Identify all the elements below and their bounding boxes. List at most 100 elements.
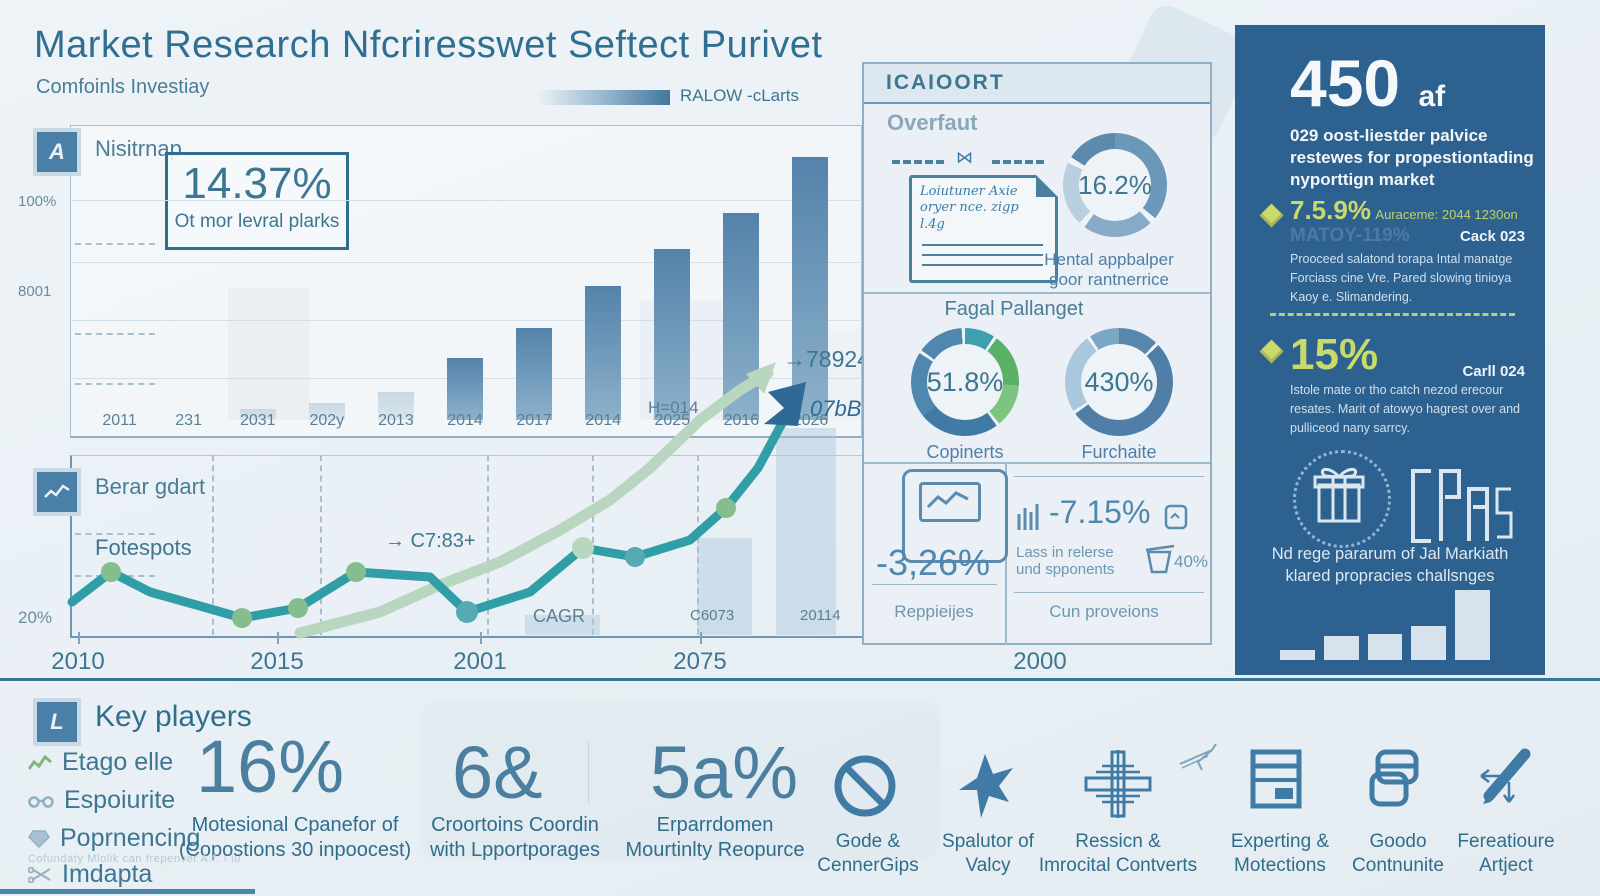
doc-line: l.4g [920,216,945,232]
stat-caption: Croortoins Coordin with Lpportporages [395,813,635,863]
bullet1-note: Auraceme: 2044 1230on [1375,207,1518,222]
document-rule [922,254,1043,256]
feature-label: Gode & CennerGips [817,830,918,878]
stat-value: 6& [452,731,543,814]
caption-line: Imrocital Contverts [1038,854,1198,876]
bar-slot [223,140,292,420]
vertical-dashed-gridline [212,455,214,635]
callout-value: 14.37% [182,159,332,208]
furchaite-caption: Furchaite [1081,442,1157,462]
stat-caption: Erparrdomen Mourtinlty Reopurce [595,813,835,863]
bullet2-body: Istole mate or tho catch nezod erecour r… [1290,383,1520,435]
y-tick-dashes [75,533,155,535]
line-chart-svg [67,362,836,639]
valve-icon: ⋈ [956,148,973,167]
sidebar-caption-line1: Nd rege pararum of Jal Markiath [1271,545,1509,563]
diamond-bullet-icon [1259,203,1284,228]
line-chart-icon-box [33,468,81,516]
x-axis-tick [277,632,279,644]
bar [447,358,484,420]
stat-caption: Motesional Cpanefor of (Copostions 30 in… [160,813,430,863]
headline-unit: af [1418,80,1446,113]
bars-glyph-icon [1017,504,1039,530]
bar [377,392,414,420]
overview-donut-hole: 16.2% [1078,149,1152,221]
bar-x-label: 2031 [239,412,276,429]
x-axis-year-label: 2000 [1013,648,1067,675]
key-players-icon: L [37,702,77,742]
key-player-item: Espoiurite [28,786,175,815]
glasses-icon [28,795,54,808]
bar-x-label: 231 [175,412,202,429]
bullet2-value: 15% [1290,330,1379,379]
map-decor [420,700,940,860]
y-tick-dashes [75,383,155,385]
blocky-glyphs-decor [1411,469,1513,543]
bar-tag-1: C6073 [690,607,735,624]
overview-heading: Overfaut [887,110,978,135]
bar-x-label: 2014 [585,412,621,429]
doc-line: Loiutuner Axie [920,184,1018,199]
no-entry-icon [834,755,896,817]
caption-line: Mourtinlty Reopurce [625,839,805,861]
key-player-item: Poprnencing [28,824,200,853]
metric-right-value: -7.15% [1049,494,1151,530]
bar-slot [292,140,361,420]
key-player-label: Etago elle [62,748,174,776]
monitor-chart-icon [902,469,1008,563]
bar-x-label: 2017 [516,412,552,429]
metric-right-text: Lass in relerse und spponents [1016,544,1146,578]
bar-slot [569,140,638,420]
x-axis-year-label: 2015 [250,648,304,675]
caption-line: Erparrdomen [656,814,774,836]
feature-label: Ressicn & Imrocital Contverts [1039,830,1197,878]
overview-donut-caption: Hental appbalper goor rantnerrice [1004,250,1214,290]
caption-line: Motections [1234,854,1326,876]
arrow-value: →78924 [783,346,870,372]
feature-label: Goodo Contnunite [1352,830,1444,878]
footnote: Cofundaty Mlolik can frepenver A.f. › iu [28,853,241,865]
x-axis-tick [480,632,482,644]
bar [792,156,829,420]
vertical-dashed-gridline [487,455,489,635]
caption-line: Spalutor of [942,831,1034,852]
ornate-cross-icon [1084,750,1152,818]
bar-x-label: 2016 [723,412,760,429]
key-players-icon-box: L [33,698,81,746]
report-panel: ICAIOORT Overfaut ⋈ Loiutuner Axie oryer… [862,62,1212,645]
server-icon [1250,749,1302,809]
page-title: Market Research Nfcriresswet Seftect Pur… [34,24,823,66]
scissors-icon [28,866,51,883]
bar-x-label: 2025 [654,412,691,429]
feature-label: Fereatioure Artject [1457,830,1554,878]
vertical-dashed-gridline [320,455,322,635]
bar-slot [500,140,569,420]
vertical-dashed-gridline [697,455,699,635]
section-divider [0,678,1600,681]
cup-icon [1145,544,1175,574]
bar-x-label: 2013 [378,412,414,429]
series-label: Fotespots [95,535,192,560]
bullet1-ghost-text: MATOY-119% [1290,225,1410,246]
key-player-item: Etago elle [28,748,173,777]
bar [239,408,276,420]
dash-decor [992,160,1044,164]
bullet2-tag: Carll 024 [1462,363,1525,380]
bullet1-body: Prooceed salatond torapa Intal manatge F… [1290,252,1513,304]
caption-line: with Lpportporages [429,839,601,861]
bar-y-label-top: 100% [18,193,57,210]
bar [516,327,553,420]
sidebar-caption-line2: klared propracies challsnges [1285,567,1495,585]
sketch-line [1014,592,1204,593]
diamond-icon [28,829,50,848]
line-chart-icon [37,472,77,512]
caption-line: Ressicn & [1075,831,1161,852]
legend-label: RALOW -cLarts [680,86,800,105]
caption-line: Artject [1479,854,1533,876]
bar-slot [361,140,430,420]
cards-icon [1369,749,1419,807]
mini-bar [1367,634,1403,660]
mini-bar [1411,626,1447,660]
bar [585,285,622,420]
page-subtitle: Comfoinls Investiay [36,76,210,98]
